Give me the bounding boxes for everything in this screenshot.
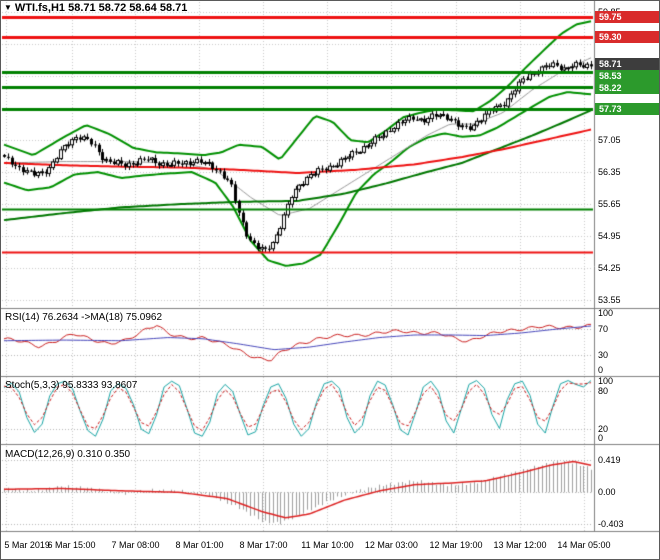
chart-title-text: WTI.fs,H1 58.71 58.72 58.64 58.71 (14, 2, 188, 14)
macd-indicator-label: MACD(12,26,9) 0.310 0.350 (5, 449, 131, 460)
rsi-indicator-label: RSI(14) 76.2634 ->MA(18) 75.0962 (5, 312, 163, 323)
chart-title: ▼ WTI.fs,H1 58.71 58.72 58.64 58.71 (4, 2, 187, 14)
symbol-dropdown-icon[interactable]: ▼ (4, 3, 12, 12)
stoch-indicator-label: Stoch(5,3,3) 95.8333 93.8607 (5, 380, 138, 391)
